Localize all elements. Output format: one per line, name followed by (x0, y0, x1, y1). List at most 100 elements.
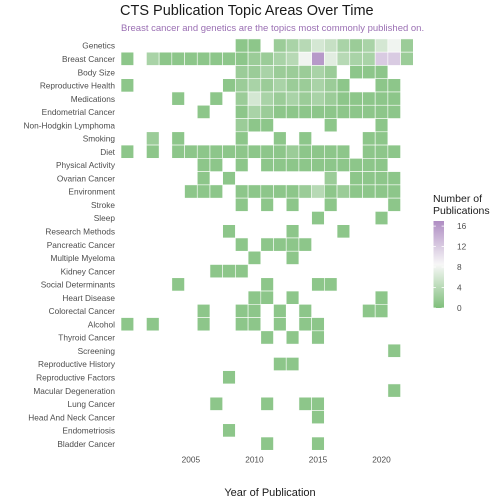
heatmap-cell (247, 91, 262, 106)
heatmap-cell (311, 158, 325, 172)
heatmap-cell (362, 184, 376, 199)
heatmap-cell (387, 104, 401, 119)
heatmap-cell (362, 171, 376, 186)
heatmap-cell (285, 38, 300, 53)
y-tick-label: Reproductive Factors (36, 372, 115, 382)
heatmap-cell (273, 144, 287, 159)
heatmap-cell (374, 51, 389, 66)
heatmap-cell (196, 317, 211, 332)
heatmap-cell (247, 290, 262, 305)
heatmap-cell (235, 65, 249, 80)
x-tick-label: 2005 (182, 454, 201, 464)
y-tick-label: Heart Disease (62, 293, 115, 303)
heatmap-cell (387, 383, 401, 398)
heatmap-cell (146, 317, 160, 332)
heatmap-cell (311, 38, 325, 53)
heatmap-cell (196, 144, 211, 159)
heatmap-cell (247, 51, 262, 66)
heatmap-cell (374, 65, 389, 80)
y-tick-label: Kidney Cancer (61, 266, 116, 276)
heatmap-cell (235, 237, 249, 252)
heatmap-cell (311, 78, 325, 93)
heatmap-cell (158, 51, 173, 66)
y-tick-label: Multiple Myeloma (50, 253, 115, 263)
heatmap-cell (260, 104, 274, 119)
heatmap-cell (260, 330, 274, 345)
heatmap-cell (298, 303, 312, 318)
y-tick-label: Research Methods (45, 227, 115, 237)
legend-title-line1: Number of (433, 193, 483, 205)
heatmap-cell (324, 65, 338, 80)
heatmap-cell (285, 250, 300, 265)
heatmap-cell (273, 131, 287, 146)
heatmap-cell (324, 171, 338, 186)
heatmap-cell (285, 290, 300, 305)
heatmap-cell (273, 51, 287, 66)
heatmap-cell (285, 104, 300, 119)
heatmap-cell (222, 78, 236, 93)
heatmap-cell (247, 65, 262, 80)
heatmap-cell (171, 144, 185, 159)
y-tick-label: Screening (78, 346, 116, 356)
heatmap-cell (349, 104, 363, 119)
heatmap-cell (324, 78, 338, 93)
heatmap-cell (362, 91, 376, 106)
heatmap-cell (209, 184, 223, 199)
heatmap-cell (311, 104, 325, 119)
y-tick-label: Macular Degeneration (33, 386, 115, 396)
chart-title: CTS Publication Topic Areas Over Time (120, 3, 374, 19)
x-tick-label: 2010 (245, 454, 264, 464)
heatmap-cell (374, 104, 389, 119)
heatmap-cell (120, 51, 135, 66)
y-tick-label: Head And Neck Cancer (28, 412, 115, 422)
heatmap-cell (120, 144, 135, 159)
heatmap-cell (324, 144, 338, 159)
heatmap-cell (298, 144, 312, 159)
heatmap-cell (387, 51, 401, 66)
heatmap-cell (273, 357, 287, 371)
heatmap-cell (184, 144, 198, 159)
heatmap-cell (349, 158, 363, 172)
heatmap-cell (387, 197, 401, 212)
heatmap-cell (374, 184, 389, 199)
heatmap-cell (235, 38, 249, 53)
heatmap-cell (311, 65, 325, 80)
heatmap-cell (298, 104, 312, 119)
heatmap-cell (260, 78, 274, 93)
heatmap-cell (298, 317, 312, 332)
heatmap-cell (336, 224, 351, 239)
heatmap-cell (349, 171, 363, 186)
heatmap-cell (324, 38, 338, 53)
legend-tick-label: 8 (457, 262, 462, 272)
y-tick-label: Stroke (91, 200, 115, 210)
heatmap-cell (374, 38, 389, 53)
legend-tick-label: 16 (457, 221, 467, 231)
heatmap-cell (273, 38, 287, 53)
heatmap-cell (260, 51, 274, 66)
heatmap-cell (260, 65, 274, 80)
y-tick-label: Bladder Cancer (57, 439, 115, 449)
heatmap-cell (336, 158, 351, 172)
heatmap-cell (324, 91, 338, 106)
heatmap-cell (247, 184, 262, 199)
heatmap-cell (247, 144, 262, 159)
heatmap-cell (273, 91, 287, 106)
heatmap-cell (387, 91, 401, 106)
heatmap-cell (324, 277, 338, 292)
heatmap-cell (311, 211, 325, 225)
heatmap-cell (247, 104, 262, 119)
heatmap-cell (260, 436, 274, 451)
legend-title-line2: Publications (433, 205, 490, 217)
heatmap-cell (260, 197, 274, 212)
heatmap-cell (235, 184, 249, 199)
heatmap-cell (298, 237, 312, 252)
heatmap-cell (260, 290, 274, 305)
heatmap-cell (400, 38, 414, 53)
heatmap-cell (247, 118, 262, 133)
heatmap-cell (349, 65, 363, 80)
heatmap-cell (196, 104, 211, 119)
heatmap-cell (285, 158, 300, 172)
y-tick-label: Diet (100, 147, 115, 157)
legend-color-bar (433, 221, 444, 308)
y-tick-label: Medications (71, 94, 115, 104)
